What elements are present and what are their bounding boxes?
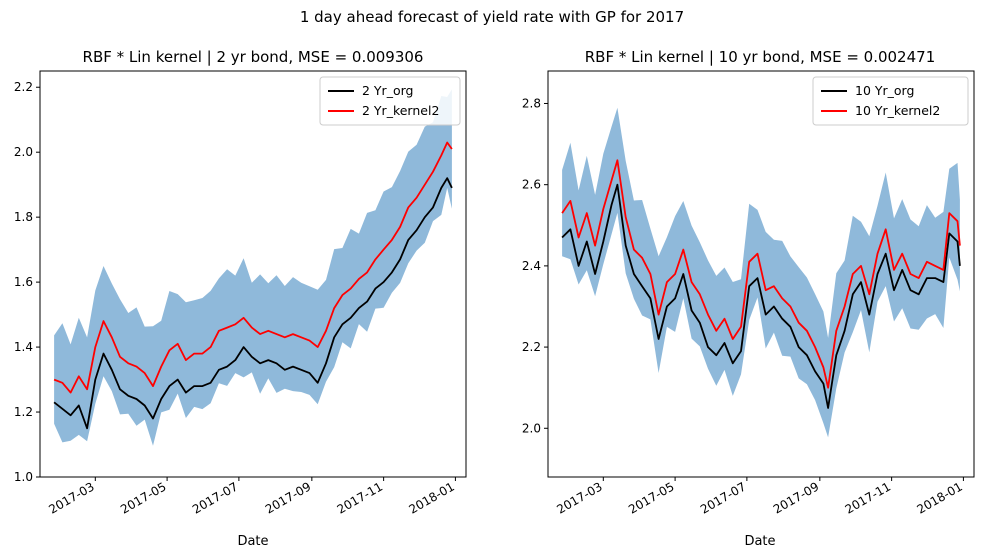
series-line-10yr-1 <box>561 159 961 389</box>
legend-box-2yr <box>319 76 461 126</box>
y-tick-label-2yr: 1.8 <box>14 210 33 224</box>
y-tick-label-10yr: 2.6 <box>522 178 541 192</box>
y-tick-label-2yr: 1.4 <box>14 340 33 354</box>
y-tick-label-10yr: 2.4 <box>522 259 541 273</box>
y-tick-label-2yr: 1.2 <box>14 405 33 419</box>
plot-area-10yr: 2.0 2.2 2.4 2.6 2.8 2017-03 2017-05 2017-07 2017… <box>522 70 975 517</box>
y-tick-label-10yr: 2.2 <box>522 340 541 354</box>
x-tick-label-10yr: 2017-07 <box>698 479 748 516</box>
y-tick-label-2yr: 1.6 <box>14 275 33 289</box>
series-line-2yr-0 <box>53 177 453 430</box>
legend-label-2yr-0: 2 Yr_org <box>362 83 413 98</box>
legend-10yr: 10 Yr_org 10 Yr_kernel2 <box>812 76 969 126</box>
x-tick-label-10yr: 2018-01 <box>914 479 964 516</box>
y-tick-label-2yr: 2.0 <box>14 145 33 159</box>
legend-label-2yr-1: 2 Yr_kernel2 <box>362 103 439 118</box>
x-axis-label-10yr: Date <box>744 534 775 549</box>
series-line-2yr-1 <box>53 141 453 394</box>
chart-panel-10yr: RBF * Lin kernel | 10 yr bond, MSE = 0.0… <box>522 48 975 549</box>
x-tick-label-2yr: 2017-05 <box>118 479 168 516</box>
x-axis-label-2yr: Date <box>237 534 268 549</box>
x-tick-label-10yr: 2017-09 <box>771 479 821 516</box>
x-tick-label-2yr: 2017-09 <box>263 479 313 516</box>
plot-frame-2yr <box>39 70 467 478</box>
chart-title-10yr: RBF * Lin kernel | 10 yr bond, MSE = 0.0… <box>585 48 936 66</box>
chart-title-2yr: RBF * Lin kernel | 2 yr bond, MSE = 0.00… <box>83 48 424 66</box>
y-tick-label-2yr: 2.2 <box>14 80 33 94</box>
legend-2yr: 2 Yr_org 2 Yr_kernel2 <box>319 76 461 126</box>
confidence-band-2yr <box>54 89 452 446</box>
chart-panel-2yr: RBF * Lin kernel | 2 yr bond, MSE = 0.00… <box>14 48 467 549</box>
figure-title: 1 day ahead forecast of yield rate with … <box>300 8 684 26</box>
legend-label-10yr-0: 10 Yr_org <box>855 83 914 98</box>
y-tick-label-10yr: 2.0 <box>522 421 541 435</box>
x-tick-label-10yr: 2017-11 <box>843 479 893 516</box>
x-tick-label-2yr: 2018-01 <box>406 479 456 516</box>
y-tick-label-10yr: 2.8 <box>522 96 541 110</box>
plot-frame-10yr <box>547 70 975 478</box>
x-tick-label-10yr: 2017-03 <box>554 479 604 516</box>
legend-box-10yr <box>812 76 969 126</box>
x-tick-label-2yr: 2017-11 <box>335 479 385 516</box>
y-tick-label-2yr: 1.0 <box>14 470 33 484</box>
legend-label-10yr-1: 10 Yr_kernel2 <box>855 103 940 118</box>
series-line-10yr-0 <box>561 183 961 409</box>
x-tick-label-2yr: 2017-07 <box>190 479 240 516</box>
x-tick-label-10yr: 2017-05 <box>626 479 676 516</box>
x-tick-label-2yr: 2017-03 <box>46 479 96 516</box>
plot-area-2yr: 1.0 1.2 1.4 1.6 1.8 2.0 2.2 2017-03 2017-05 2017-… <box>14 70 467 517</box>
